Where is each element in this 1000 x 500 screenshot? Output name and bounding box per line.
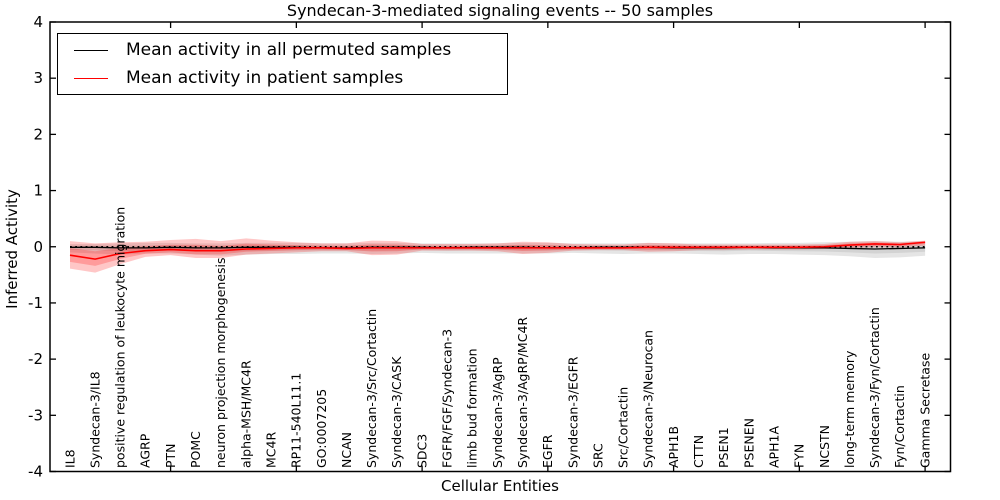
y-tick-label: 1 <box>33 182 43 200</box>
entity-label: positive regulation of leukocyte migrati… <box>113 207 128 468</box>
legend-entry-patient: Mean activity in patient samples <box>58 64 507 92</box>
entity-label: AGRP <box>138 433 153 468</box>
black-line-swatch-icon <box>74 49 108 51</box>
y-tick-label: -2 <box>28 350 43 368</box>
entity-label: long-term memory <box>842 350 857 468</box>
red-line-swatch-icon <box>74 77 108 79</box>
entity-label: NCSTN <box>817 425 832 468</box>
y-tick-label: 3 <box>33 69 43 87</box>
entity-label: RP11-540L11.1 <box>289 373 304 468</box>
entity-label: POMC <box>188 431 203 468</box>
entity-tick-labels: IL8 Syndecan-3/IL8 positive regulation of … <box>62 207 932 468</box>
entity-label: CTTN <box>691 435 706 468</box>
permuted-band-outer <box>70 241 926 258</box>
entity-label: Gamma Secretase <box>917 353 932 468</box>
axis-ticks <box>50 21 951 473</box>
entity-label: limb bud formation <box>465 348 480 468</box>
entity-label: APH1B <box>666 426 681 468</box>
entity-label: PSEN1 <box>716 427 731 468</box>
y-tick-label: -1 <box>28 294 43 312</box>
mean-lines <box>69 241 926 260</box>
entity-label: IL8 <box>62 449 77 468</box>
entity-label: Syndecan-3/CASK <box>389 356 404 468</box>
x-axis-label: Cellular Entities <box>441 477 559 495</box>
entity-label: EGFR <box>540 434 555 468</box>
entity-label: FYN <box>792 444 807 468</box>
entity-label: Syndecan-3/IL8 <box>87 371 102 468</box>
legend-box: Mean activity in all permuted samples Me… <box>57 33 508 95</box>
chart-title: Syndecan-3-mediated signaling events -- … <box>286 1 714 20</box>
entity-label: Fyn/Cortactin <box>892 385 907 468</box>
entity-label: SRC <box>590 443 605 468</box>
entity-label: Syndecan-3/Src/Cortactin <box>364 309 379 468</box>
y-tick-label: 4 <box>33 13 43 31</box>
entity-label: NCAN <box>339 432 354 468</box>
entity-label: PSENEN <box>741 418 756 468</box>
entity-label: APH1A <box>766 426 781 468</box>
legend-label: Mean activity in all permuted samples <box>126 40 452 60</box>
entity-label: Src/Cortactin <box>616 387 631 468</box>
y-tick-label: -3 <box>28 406 43 424</box>
entity-label: Syndecan-3/EGFR <box>565 356 580 468</box>
legend-label: Mean activity in patient samples <box>126 68 404 88</box>
y-tick-label: 0 <box>33 238 43 256</box>
entity-label: FGFR/FGF/Syndecan-3 <box>440 329 455 468</box>
entity-label: MC4R <box>263 432 278 468</box>
confidence-bands <box>70 238 926 273</box>
legend-entry-permuted: Mean activity in all permuted samples <box>58 36 507 64</box>
entity-label: SDC3 <box>414 434 429 468</box>
entity-label: GO:0007205 <box>314 389 329 468</box>
entity-label: Syndecan-3/Fyn/Cortactin <box>867 307 882 468</box>
y-tick-label: -4 <box>28 463 43 481</box>
entity-label: Syndecan-3/Neurocan <box>641 330 656 468</box>
entity-label: alpha-MSH/MC4R <box>238 360 253 468</box>
y-tick-labels: 4 3 2 1 0 -1 -2 -3 -4 <box>28 13 43 481</box>
patient-mean-line <box>69 241 926 260</box>
y-tick-label: 2 <box>33 125 43 143</box>
entity-label: neuron projection morphogenesis <box>213 257 228 468</box>
entity-label: PTN <box>163 443 178 468</box>
entity-label: Syndecan-3/AgRP/MC4R <box>515 317 530 468</box>
entity-label: Syndecan-3/AgRP <box>490 357 505 468</box>
